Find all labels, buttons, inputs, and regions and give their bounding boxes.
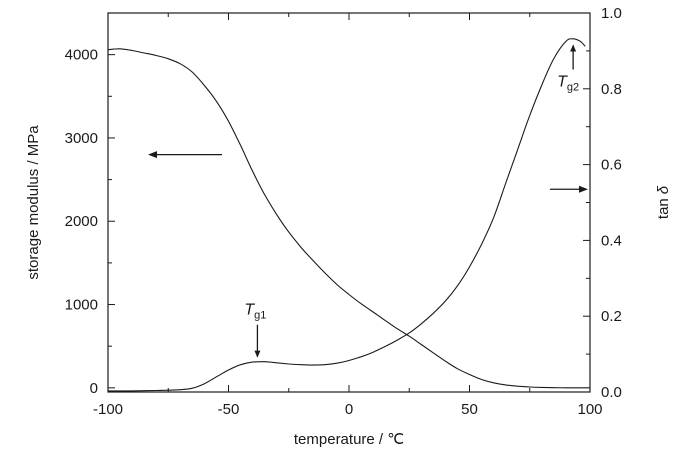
y-axis-right-label: tan δ: [655, 185, 672, 219]
y-right-tick-label: 0.0: [601, 384, 622, 401]
tg-label-sub: g2: [567, 82, 579, 94]
tg-label-1: Tg1: [244, 302, 266, 322]
x-tick-label: 0: [345, 401, 353, 418]
tg-label-main: T: [244, 302, 255, 319]
x-axis-label: temperature / ℃: [294, 431, 404, 448]
tg-arrow-head: [254, 350, 261, 358]
y-left-tick-label: 3000: [65, 130, 98, 147]
y-left-tick-label: 0: [90, 380, 98, 397]
x-tick-label: -100: [93, 401, 123, 418]
y-right-tick-label: 0.6: [601, 157, 622, 174]
axis-ticks: -100 -50 0 50 100010002000300040000.00.20.40…: [65, 5, 622, 418]
y-right-tick-label: 0.2: [601, 308, 622, 325]
right-axis-arrow-head: [579, 185, 588, 193]
x-tick-label: 50: [461, 401, 478, 418]
x-tick-label: 100: [577, 401, 602, 418]
y-axis-left-label: storage modulus / MPa: [25, 125, 42, 280]
y-axis-right-label-prefix: tan: [655, 198, 672, 219]
y-left-tick-label: 4000: [65, 47, 98, 64]
tg-arrow-head: [570, 44, 577, 52]
storage-modulus-line: [107, 48, 590, 389]
y-left-tick-label: 1000: [65, 297, 98, 314]
plot-border: [107, 12, 591, 393]
y-right-tick-label: 0.4: [601, 232, 622, 249]
y-right-tick-label: 1.0: [601, 5, 622, 22]
tg-label-sub: g1: [254, 310, 266, 322]
tg-label-2: Tg2: [557, 74, 579, 94]
x-tick-label: -50: [218, 401, 240, 418]
left-axis-arrow-head: [148, 151, 157, 159]
tg-label-main: T: [557, 74, 568, 91]
y-right-tick-label: 0.8: [601, 81, 622, 98]
y-axis-right-label-symbol: δ: [655, 185, 672, 194]
data-series: [107, 38, 590, 392]
tan-delta-line: [107, 38, 586, 392]
plot-frame: [107, 12, 591, 393]
y-left-tick-label: 2000: [65, 213, 98, 230]
